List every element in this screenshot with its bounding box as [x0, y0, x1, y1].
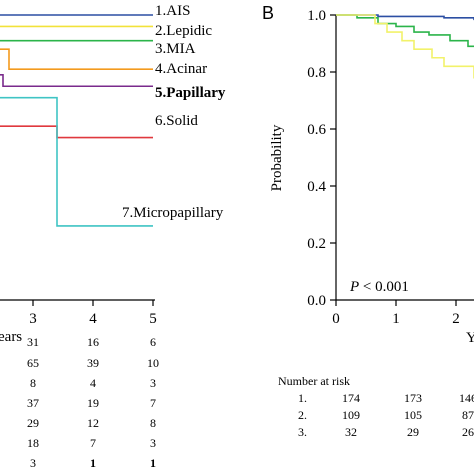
panel-a-curves	[0, 14, 153, 227]
panel-a-label-lepidic: 2.Lepidic	[155, 23, 212, 39]
panel-a-label-ais: 1.AIS	[155, 3, 190, 19]
panel-a-x-ticks: 3 4 5	[29, 300, 157, 327]
panel-a-risk-cell: 37	[27, 396, 39, 410]
panel-b-curve-3	[336, 14, 474, 79]
panel-a-risk-cell: 29	[27, 416, 39, 430]
p-value-text: < 0.001	[359, 279, 409, 295]
panel-a-risk-cell: 39	[87, 356, 99, 370]
panel-b-risk-cell: 146	[459, 391, 474, 405]
panel-b-risk-cell: 109	[342, 408, 360, 422]
panel-a-series-labels: 1.AIS 2.Lepidic 3.MIA 4.Acinar 5.Papillary 6.…	[122, 3, 226, 221]
panel-a-risk-cell: 31	[27, 335, 39, 349]
panel-a-curve-papillary	[0, 74, 153, 88]
panel-b-risk-cell: 87	[462, 408, 474, 422]
panel-b-risk-cell: 173	[404, 391, 422, 405]
panel-b-x-tick-label: 0	[332, 311, 340, 327]
panel-a-risk-cell: 18	[27, 436, 39, 450]
panel-a-curve-solid	[0, 125, 153, 139]
panel-b-curve-2	[336, 14, 474, 48]
panel-a-risk-cell: 1	[90, 456, 96, 470]
panel-a-risk-cell: 3	[150, 436, 156, 450]
panel-b-y-tick-label: 0.4	[307, 179, 326, 195]
panel-a-curve-micropapillary	[0, 96, 153, 227]
panel-a-risk-cell: 8	[150, 416, 156, 430]
panel-b-risk-row-label: 1.	[298, 391, 307, 405]
panel-a-label-papillary: 5.Papillary	[155, 85, 226, 101]
panel-b-y-tick-label: 0.6	[307, 122, 326, 138]
panel-a-risk-cell: 16	[87, 335, 99, 349]
panel-a-risk-cell: 4	[90, 376, 96, 390]
panel-b-risk-cell: 29	[407, 425, 419, 439]
panel-b-y-tick-label: 1.0	[307, 8, 326, 24]
panel-b-y-tick-label: 0.0	[307, 293, 326, 309]
panel-b-x-ticks: 0 1 2	[332, 300, 460, 327]
panel-a-number-at-risk: 31 16 665 39 108 4 337 19 729 12 818 7 33 1 1	[27, 335, 159, 470]
panel-b-risk-cell: 105	[404, 408, 422, 422]
panel-a-risk-cell: 1	[150, 456, 156, 470]
p-value-annotation: P < 0.001	[349, 279, 409, 295]
panel-b-x-tick-label: 1	[392, 311, 400, 327]
panel-b-x-axis-title: Y	[466, 330, 474, 346]
panel-b-risk-cell: 26	[462, 425, 474, 439]
panel-a-curve-acinar	[0, 48, 153, 70]
panel-b-curves	[336, 14, 474, 79]
panel-b-y-ticks: 0.0 0.2 0.4 0.6 0.8 1.0	[307, 8, 336, 309]
panel-a-risk-cell: 65	[27, 356, 39, 370]
panel-a-risk-cell: 12	[87, 416, 99, 430]
p-value-symbol: P	[349, 279, 359, 295]
panel-a-risk-cell: 10	[147, 356, 159, 370]
panel-a-risk-cell: 6	[150, 335, 156, 349]
panel-a-x-tick-label: 3	[29, 311, 37, 327]
panel-b-y-tick-label: 0.2	[307, 236, 326, 252]
panel-a-risk-cell: 3	[150, 376, 156, 390]
panel-b-curve-1	[336, 14, 474, 21]
panel-a-x-tick-label: 5	[149, 311, 157, 327]
panel-b-risk-row-label: 2.	[298, 408, 307, 422]
panel-a-risk-cell: 19	[87, 396, 99, 410]
panel-b-x-tick-label: 2	[452, 311, 460, 327]
panel-a-risk-cell: 8	[30, 376, 36, 390]
panel-a-label-micropapillary: 7.Micropapillary	[122, 205, 224, 221]
number-at-risk-title: Number at risk	[278, 374, 350, 388]
panel-b-risk-row-label: 3.	[298, 425, 307, 439]
panel-a-risk-cell: 7	[90, 436, 96, 450]
panel-a-label-solid: 6.Solid	[155, 113, 198, 129]
panel-a-label-mia: 3.MIA	[155, 41, 196, 57]
panel-a-risk-cell: 7	[150, 396, 156, 410]
panel-b-y-tick-label: 0.8	[307, 65, 326, 81]
panel-b-letter: B	[262, 3, 274, 23]
panel-b-number-at-risk: 1. 174 173 146 2. 109 105 87 3. 32 29 26	[298, 391, 474, 439]
panel-b-y-axis-title: Probability	[269, 124, 285, 191]
panel-a-x-axis-title: ears	[0, 329, 22, 345]
panel-b: B 0.0 0.2 0.4 0.6 0.8 1.0 0 1 2 Probability Y P…	[262, 3, 474, 439]
panel-b-risk-cell: 32	[345, 425, 357, 439]
panel-a-risk-cell: 3	[30, 456, 36, 470]
panel-a-x-tick-label: 4	[89, 311, 97, 327]
panel-b-risk-cell: 174	[342, 391, 360, 405]
panel-a-label-acinar: 4.Acinar	[155, 61, 207, 77]
panel-a: 3 4 5 1.AIS 2.Lepidic 3.MIA 4.Acinar 5.Papilla…	[0, 3, 226, 470]
